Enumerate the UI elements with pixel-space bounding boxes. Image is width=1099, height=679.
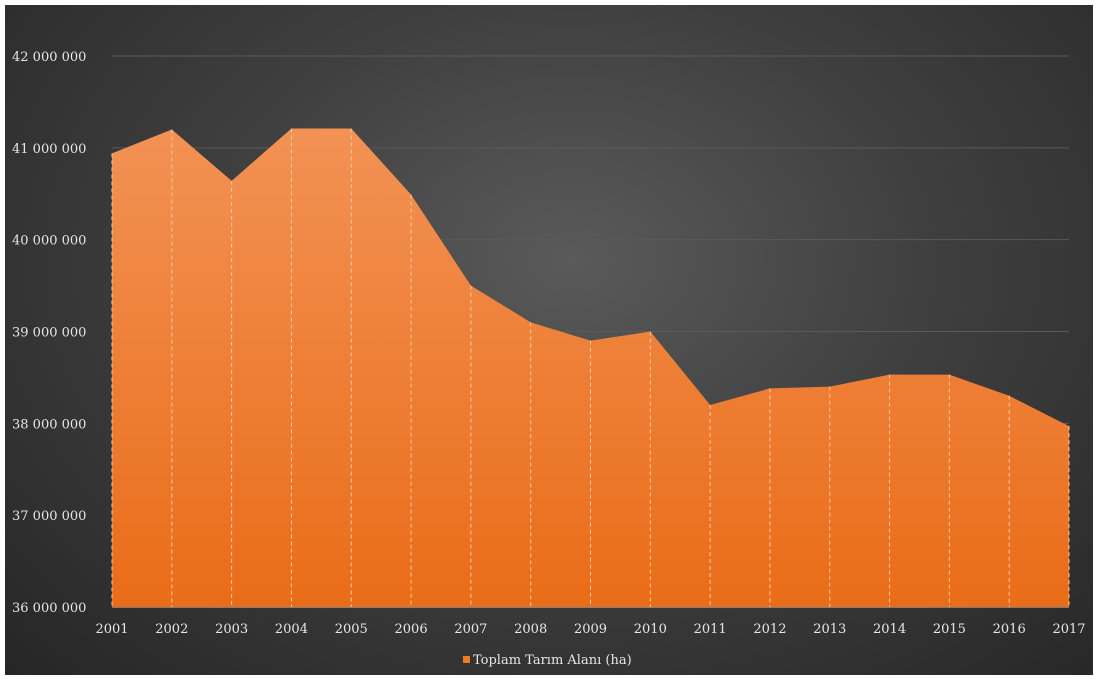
area-chart: 36 000 000 37 000 000 38 000 000 39 000 000… — [12, 50, 1086, 668]
y-tick-label: 39 000 000 — [12, 326, 86, 341]
x-tick-label: 2003 — [215, 622, 248, 637]
x-tick-label: 2002 — [155, 622, 188, 637]
area-series — [112, 128, 1069, 607]
x-drop-lines — [111, 128, 1070, 607]
x-tick-label: 2007 — [454, 622, 487, 637]
x-tick-label: 2009 — [574, 622, 607, 637]
x-tick-label: 2004 — [275, 622, 308, 637]
x-tick-label: 2010 — [634, 622, 667, 637]
x-tick-label: 2005 — [335, 622, 368, 637]
chart-frame: 36 000 000 37 000 000 38 000 000 39 000 000… — [5, 5, 1093, 675]
legend: Toplam Tarım Alanı (ha) — [463, 653, 632, 668]
x-tick-label: 2015 — [933, 622, 966, 637]
x-tick-label: 2014 — [873, 622, 906, 637]
y-tick-label: 41 000 000 — [12, 142, 86, 157]
x-tick-label: 2006 — [395, 622, 428, 637]
area-fill — [112, 128, 1069, 607]
x-tick-label: 2008 — [514, 622, 547, 637]
y-tick-label: 37 000 000 — [12, 509, 86, 524]
x-tick-label: 2016 — [993, 622, 1026, 637]
x-tick-label: 2001 — [95, 622, 128, 637]
x-tick-label: 2013 — [813, 622, 846, 637]
x-tick-label: 2012 — [753, 622, 786, 637]
x-tick-label: 2011 — [694, 622, 727, 637]
y-tick-label: 36 000 000 — [12, 601, 86, 616]
legend-label: Toplam Tarım Alanı (ha) — [473, 653, 632, 668]
y-tick-label: 42 000 000 — [12, 50, 86, 65]
y-tick-label: 40 000 000 — [12, 234, 86, 249]
y-axis-ticks: 36 000 000 37 000 000 38 000 000 39 000 000… — [12, 50, 86, 616]
legend-swatch — [463, 656, 470, 663]
y-tick-label: 38 000 000 — [12, 417, 86, 432]
x-tick-label: 2017 — [1052, 622, 1085, 637]
x-axis-ticks: 2001 2002 2003 2004 2005 2006 2007 2008 2009 2010… — [95, 622, 1085, 637]
